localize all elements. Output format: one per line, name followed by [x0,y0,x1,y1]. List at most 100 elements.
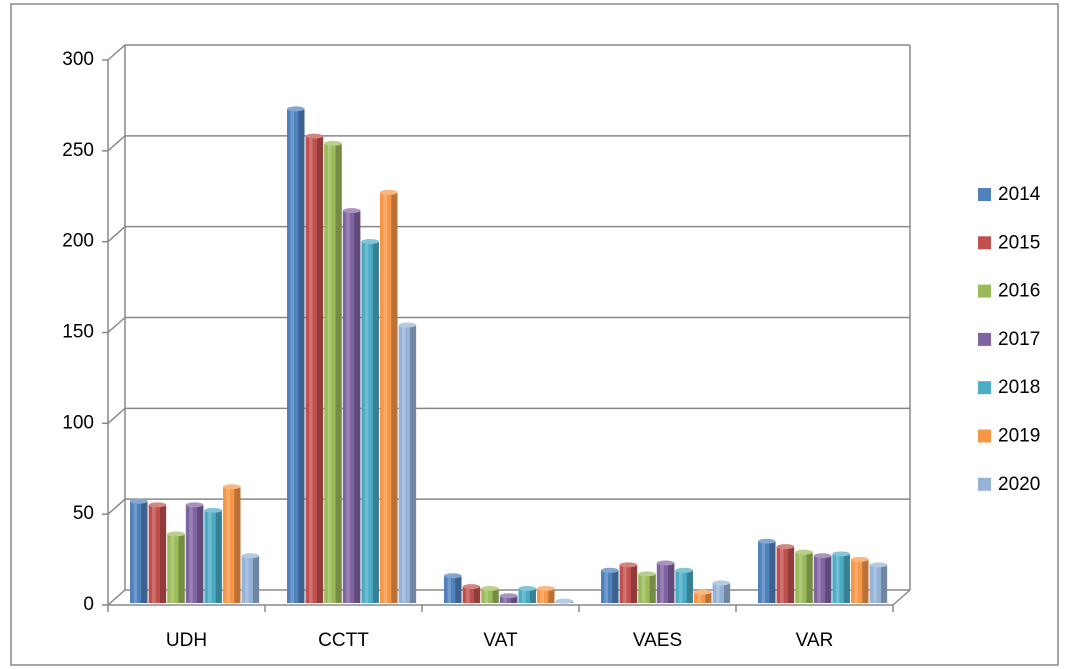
bar-highlight [798,552,803,603]
bar-top [361,238,379,244]
bar [130,498,148,603]
bar-shade [409,325,417,603]
y-tick-label: 300 [62,49,94,70]
bar-highlight [678,570,683,603]
bar-top [499,593,518,599]
legend-label: 2016 [998,281,1040,302]
floor-edge [892,589,911,606]
bar [499,593,518,603]
bar-highlight [226,486,230,603]
bar [185,502,204,603]
bar [287,106,305,603]
bar-highlight [327,143,332,603]
bar-top [185,502,204,508]
bar-top [167,531,185,537]
bar-shade [630,564,638,603]
bar-shade [723,583,731,603]
grid-line [107,225,910,243]
bar [656,560,675,603]
bar-top [342,208,361,214]
x-tick-label: VAT [483,630,518,651]
bar-top [462,584,481,590]
bar [342,208,361,603]
x-tick-label: CCTT [318,630,369,651]
y-tick-label: 100 [62,412,94,433]
legend-swatch [978,284,991,298]
bar-top [537,585,555,591]
y-tick-label: 200 [62,231,94,252]
bar-highlight [660,563,664,603]
bar [481,585,499,603]
bar-shade [455,575,462,603]
bar-highlight [447,575,451,603]
bar-top [148,502,167,508]
bar-shade [178,533,185,603]
bar-top [638,571,656,577]
bar-top [130,498,148,504]
bar-top [758,538,776,544]
bar-shade [686,570,693,603]
bar-top [675,567,693,573]
bar-top [619,562,638,568]
bar-highlight [873,564,877,603]
bar-highlight [207,510,212,603]
legend-label: 2015 [998,232,1040,253]
bar-highlight [521,588,526,603]
x-tick-label: UDH [166,630,207,651]
bar-top [712,580,731,586]
bar-top [481,585,499,591]
bar-top [204,507,222,513]
bar-shade [511,595,518,603]
bar [712,580,731,603]
bar [694,589,712,603]
bar-top [776,544,795,550]
bar [398,322,417,603]
bar [380,189,398,603]
bar-highlight [189,504,193,603]
bar-shade [880,564,888,603]
bar-highlight [604,570,608,603]
bar-shade [612,570,619,603]
bar-shade [215,510,222,603]
grid-line [107,135,910,152]
bar [638,571,656,603]
bar-top [241,553,260,559]
bar-top [324,140,342,146]
bar-shade [316,136,324,603]
bar-top [694,589,712,595]
legend-label: 2020 [998,474,1040,495]
bar [869,562,888,603]
bar-highlight [402,325,406,603]
bar [305,133,324,603]
bar-highlight [484,588,489,603]
bar-shade [492,588,499,603]
bar-top [398,322,417,328]
grid-line [107,498,910,515]
legend-swatch [978,381,991,395]
grid-line [107,44,910,61]
bar-shade [862,559,869,603]
legend-swatch [978,236,991,250]
bar-highlight [761,541,765,603]
bar [444,573,462,603]
bar-shade [705,592,712,603]
bar-top [555,598,574,604]
bar-shade [391,192,398,603]
bar [675,567,693,603]
legend-label: 2019 [998,426,1040,447]
bar [518,585,536,603]
bar-shade [298,108,305,603]
bar-highlight [170,533,175,603]
bar [601,567,619,603]
bar-shade [769,541,776,603]
legend-swatch [978,477,991,491]
legend-label: 2014 [998,184,1041,205]
bar-shade [372,241,379,603]
legend-label: 2018 [998,377,1040,398]
bar-highlight [466,586,470,603]
bar-shade [335,143,342,603]
bar-highlight [346,210,350,603]
bar [776,544,795,603]
